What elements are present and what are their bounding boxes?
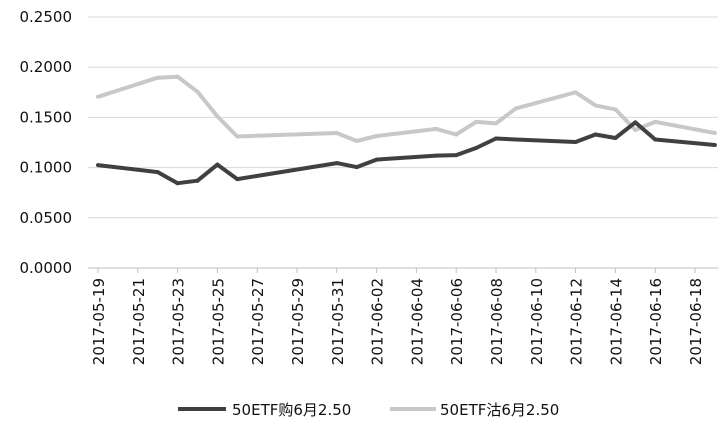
data-point bbox=[175, 181, 180, 186]
y-axis-tick-labels: 0.0000 0.0500 0.1000 0.1500 0.2000 0.2500 bbox=[20, 8, 73, 277]
gridlines bbox=[88, 16, 718, 269]
x-tick-label: 2017-06-14 bbox=[607, 278, 625, 365]
y-tick-label: 0.1000 bbox=[20, 159, 73, 177]
x-tick-label: 2017-06-18 bbox=[687, 278, 705, 365]
data-point bbox=[195, 178, 200, 183]
data-point bbox=[513, 137, 518, 142]
x-tick-label: 2017-06-04 bbox=[408, 278, 426, 365]
data-point bbox=[434, 126, 439, 131]
data-point bbox=[235, 134, 240, 139]
data-point bbox=[354, 165, 359, 170]
x-tick-label: 2017-05-21 bbox=[130, 278, 148, 365]
data-point bbox=[494, 121, 498, 126]
data-point bbox=[474, 146, 479, 150]
data-point bbox=[573, 90, 578, 95]
data-point bbox=[474, 119, 479, 124]
data-point bbox=[434, 153, 439, 158]
data-point bbox=[633, 120, 638, 125]
y-tick-label: 0.2000 bbox=[20, 58, 73, 76]
x-tick-label: 2017-06-08 bbox=[488, 278, 506, 365]
data-point bbox=[374, 157, 379, 162]
data-point bbox=[454, 153, 459, 158]
x-tick-label: 2017-05-19 bbox=[90, 278, 108, 365]
data-point bbox=[354, 139, 359, 143]
x-tick-label: 2017-05-25 bbox=[209, 278, 227, 365]
data-point bbox=[96, 94, 100, 99]
data-point bbox=[712, 143, 717, 147]
data-point bbox=[513, 106, 518, 111]
data-point bbox=[374, 134, 379, 138]
y-tick-label: 0.0000 bbox=[20, 259, 73, 277]
data-point bbox=[653, 137, 658, 142]
legend: 50ETF购6月2.50 50ETF沽6月2.50 bbox=[178, 401, 559, 419]
x-tick-label: 2017-05-23 bbox=[170, 278, 188, 365]
series-line-put bbox=[97, 74, 716, 143]
data-point bbox=[613, 136, 618, 140]
x-tick-label: 2017-06-06 bbox=[448, 278, 466, 365]
x-tick-label: 2017-06-16 bbox=[647, 278, 665, 365]
legend-label-call: 50ETF购6月2.50 bbox=[232, 401, 351, 419]
data-point bbox=[593, 103, 598, 108]
data-point bbox=[573, 140, 578, 144]
data-point bbox=[334, 161, 339, 166]
data-point bbox=[494, 136, 498, 141]
data-point bbox=[454, 132, 459, 137]
series-line-call bbox=[97, 120, 716, 186]
x-tick-label: 2017-05-29 bbox=[289, 278, 307, 365]
y-tick-label: 0.0500 bbox=[20, 209, 73, 227]
x-tick-label: 2017-05-31 bbox=[329, 278, 347, 365]
data-point bbox=[334, 131, 339, 135]
data-point bbox=[712, 131, 717, 135]
data-point bbox=[155, 170, 160, 175]
series-lines bbox=[96, 74, 717, 186]
data-point bbox=[653, 119, 658, 124]
legend-label-put: 50ETF沽6月2.50 bbox=[440, 401, 559, 419]
data-point bbox=[235, 177, 240, 182]
data-point bbox=[195, 89, 200, 94]
data-point bbox=[633, 127, 638, 132]
data-point bbox=[175, 74, 180, 79]
data-point bbox=[613, 107, 618, 112]
x-tick-label: 2017-06-10 bbox=[528, 278, 546, 365]
data-point bbox=[215, 114, 220, 119]
data-point bbox=[155, 75, 160, 80]
y-tick-label: 0.1500 bbox=[20, 108, 73, 126]
x-axis-tick-labels: 2017-05-19 2017-05-21 2017-05-23 2017-05-25… bbox=[90, 268, 705, 365]
data-point bbox=[215, 162, 220, 167]
data-point bbox=[593, 132, 598, 137]
y-tick-label: 0.2500 bbox=[20, 8, 73, 26]
data-point bbox=[96, 163, 100, 168]
x-tick-label: 2017-06-02 bbox=[369, 278, 387, 365]
x-tick-label: 2017-06-12 bbox=[568, 278, 586, 365]
x-tick-label: 2017-05-27 bbox=[249, 278, 267, 365]
